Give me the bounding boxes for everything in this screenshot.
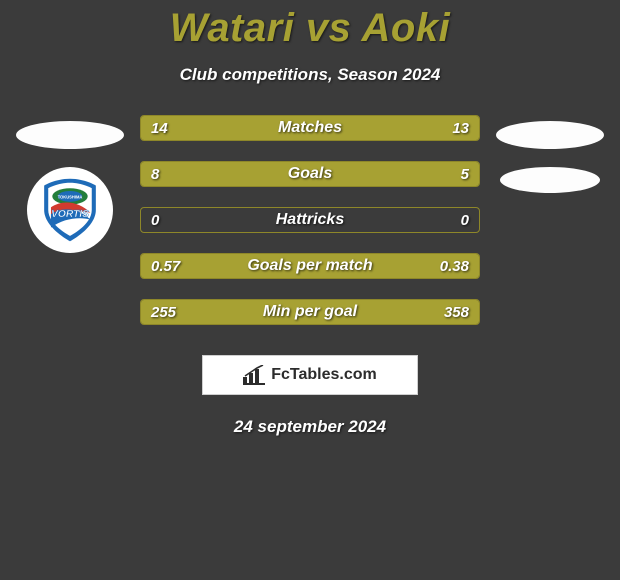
vortis-badge-icon: TOKUSHIMA VORTIS <box>36 176 104 244</box>
stat-bar-gpm: 0.570.38Goals per match <box>140 253 480 279</box>
stat-fill-left <box>141 254 344 278</box>
stat-value-left: 0 <box>151 208 159 232</box>
comparison-region: TOKUSHIMA VORTIS 1413Matches 85Goals 0 0Hat… <box>0 115 620 325</box>
bar-chart-icon <box>243 365 265 385</box>
svg-text:VORTIS: VORTIS <box>51 209 89 220</box>
brand-box[interactable]: FcTables.com <box>202 355 418 395</box>
player-name-oval-right-1 <box>496 121 604 149</box>
stat-fill-right <box>351 162 479 186</box>
stats-bars: 1413Matches 85Goals 0 0Hattricks 0.570.38Goa… <box>140 115 480 325</box>
page-title: Watari vs Aoki <box>170 6 450 51</box>
svg-text:TOKUSHIMA: TOKUSHIMA <box>58 194 83 199</box>
player-name-oval-right-2 <box>500 167 600 193</box>
stat-bar-goals: 85Goals <box>140 161 480 187</box>
stat-bar-mpg: 255358Min per goal <box>140 299 480 325</box>
stat-fill-left <box>141 162 351 186</box>
page-subtitle: Club competitions, Season 2024 <box>180 65 441 85</box>
footer-date: 24 september 2024 <box>234 417 386 437</box>
brand-label: FcTables.com <box>271 366 377 384</box>
stat-bar-matches: 1413Matches <box>140 115 480 141</box>
stat-value-right: 0 <box>461 208 469 232</box>
right-player-col <box>480 115 620 325</box>
club-badge-left: TOKUSHIMA VORTIS <box>27 167 113 253</box>
left-player-col: TOKUSHIMA VORTIS <box>0 115 140 325</box>
stat-fill-left <box>141 116 317 140</box>
stat-fill-right <box>283 300 479 324</box>
player-name-oval-left <box>16 121 124 149</box>
stat-label: Hattricks <box>141 208 479 232</box>
stat-fill-right <box>317 116 479 140</box>
stat-fill-right <box>344 254 479 278</box>
stat-bar-hattricks: 0 0Hattricks <box>140 207 480 233</box>
stat-fill-left <box>141 300 283 324</box>
